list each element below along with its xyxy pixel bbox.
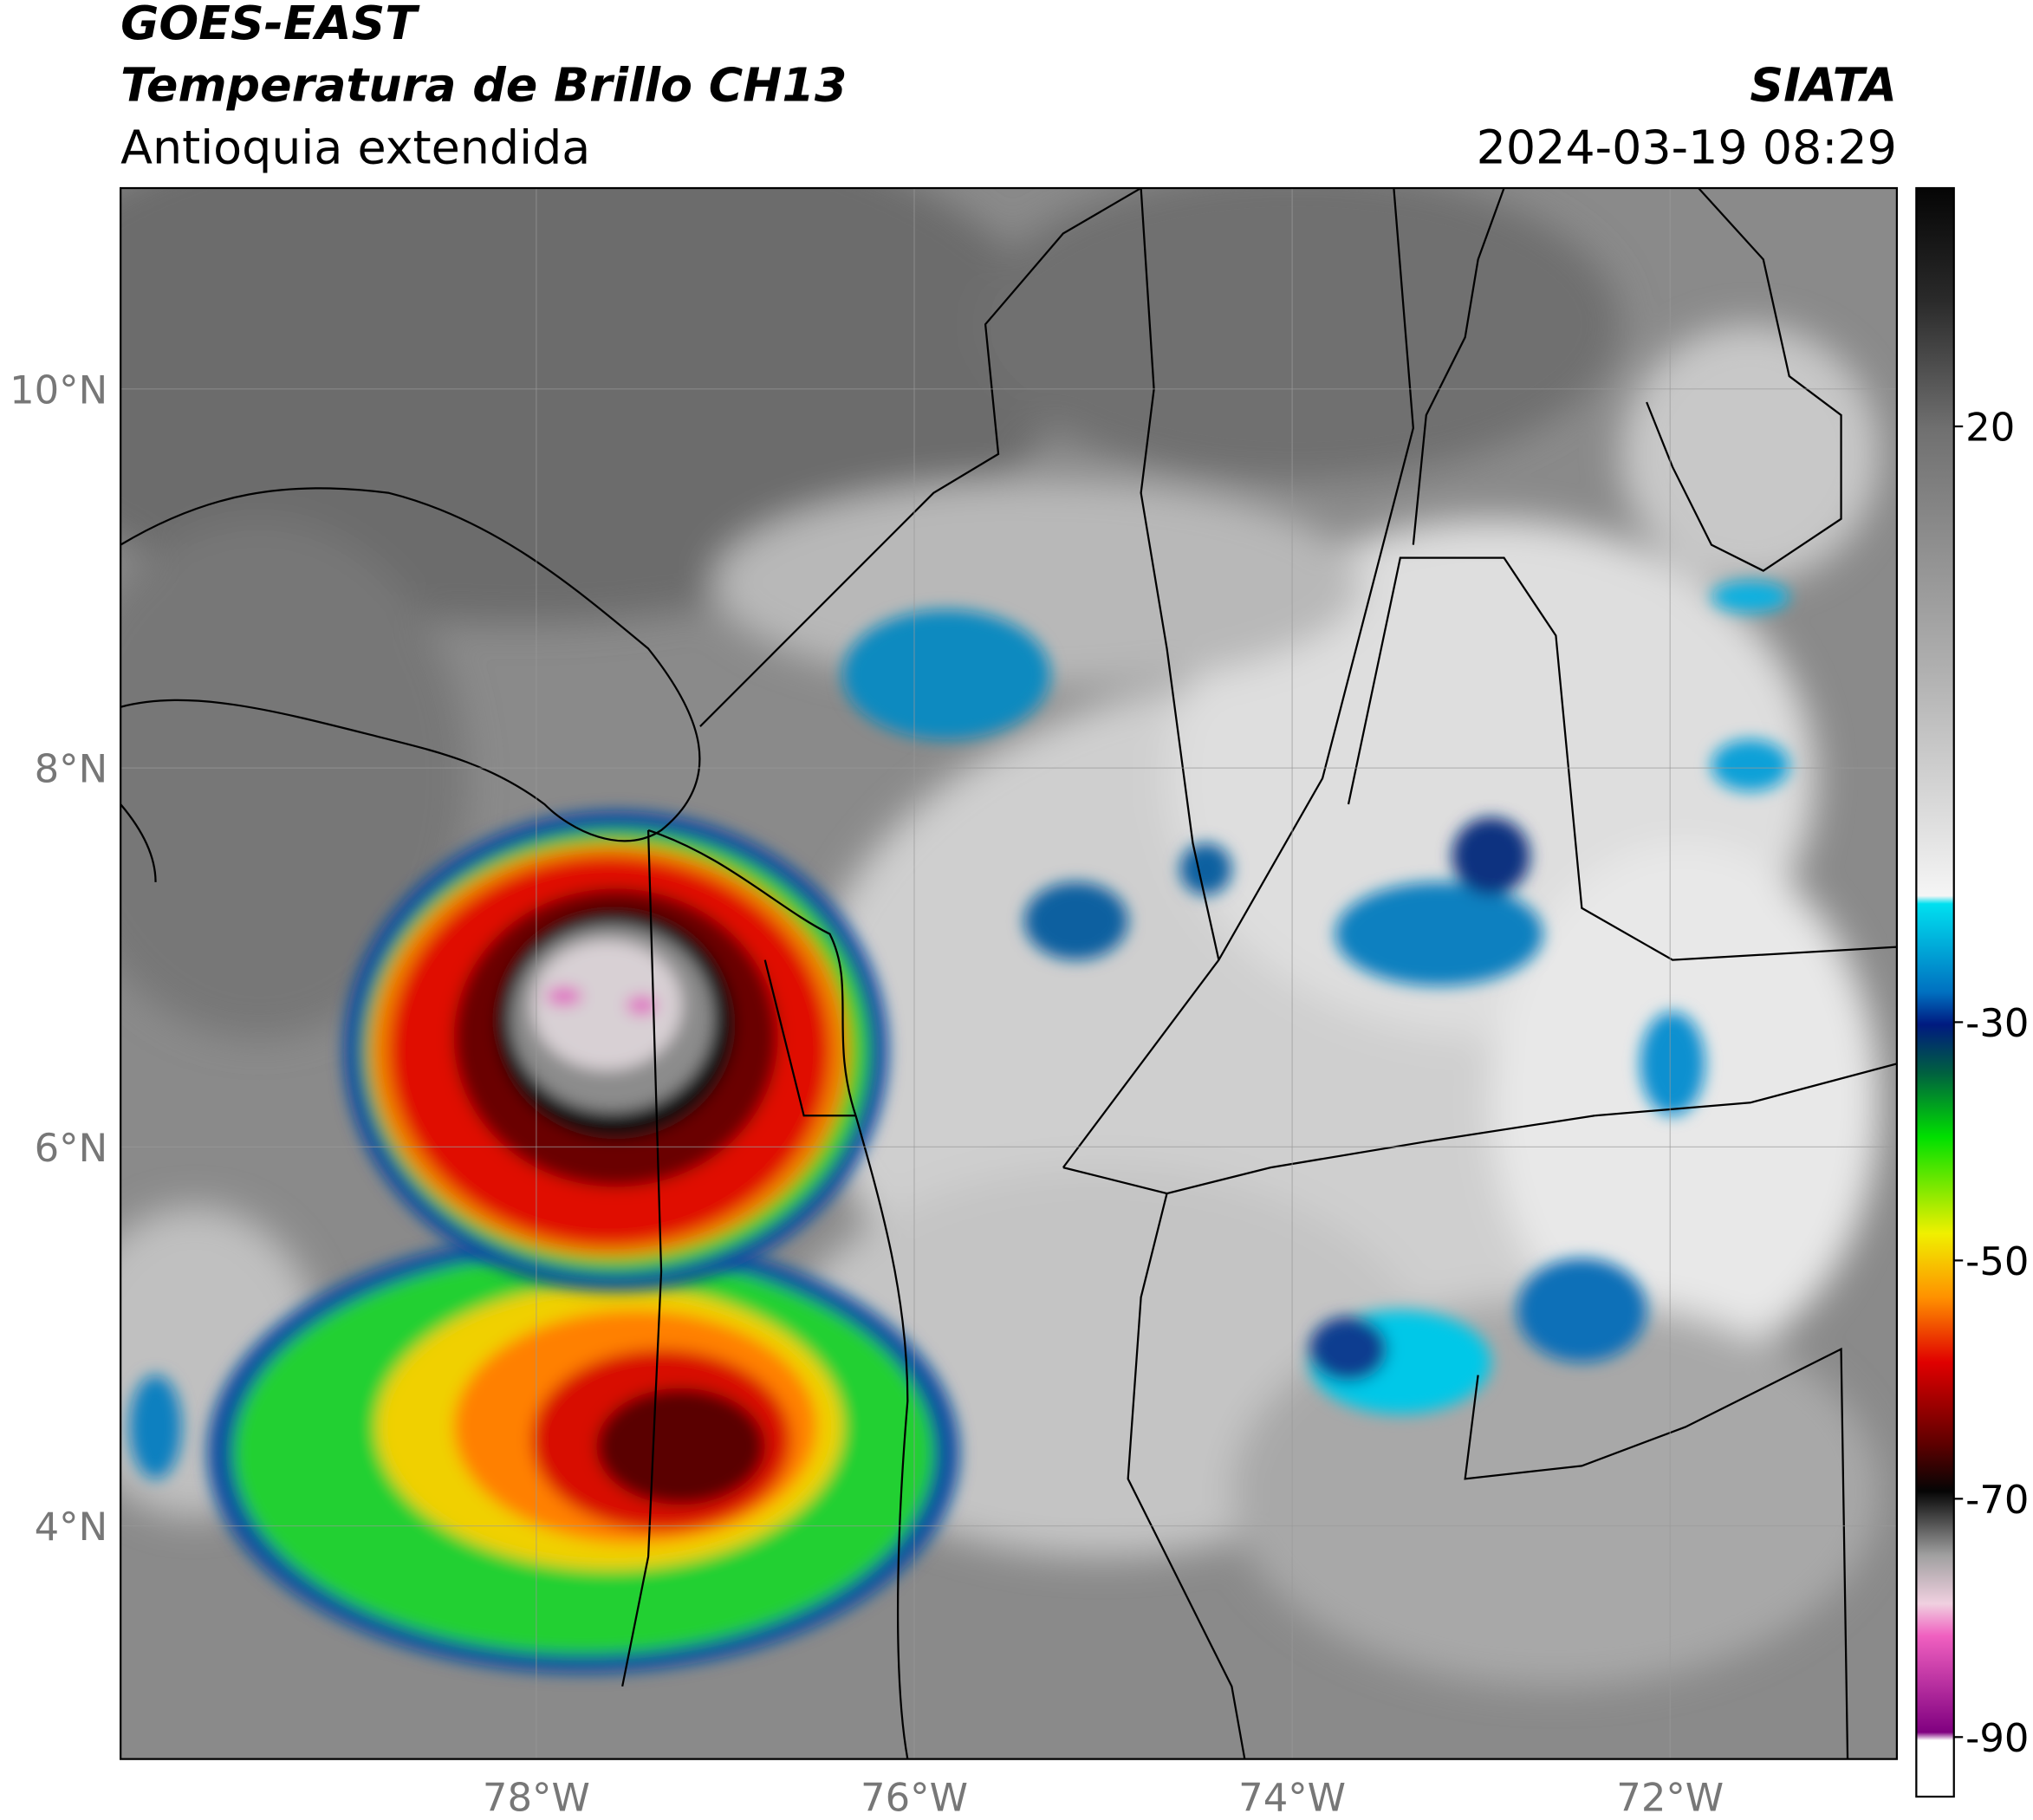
region: Antioquia extendida [120,120,590,175]
lon-tick-label: 74°W [1238,1775,1346,1820]
storm-north [343,810,888,1291]
lon-tick-label: 78°W [483,1775,590,1820]
colorbar [1915,186,1955,1798]
lon-tick-label: 76°W [861,1775,968,1820]
borders [120,188,1897,1759]
title: GOES-EAST [120,0,420,50]
grid [120,188,1897,1759]
datetime: 2024-03-19 08:29 [1477,120,1897,175]
lon-tick-label: 72°W [1616,1775,1724,1820]
lat-tick-label: 10°N [10,367,107,413]
lat-tick-label: 8°N [35,746,108,792]
storm-south [207,1232,960,1674]
colorbar-tick-label: -30 [1965,1000,2029,1046]
colorbar-tick-label: -50 [1965,1238,2029,1284]
map-frame [120,186,1899,1760]
colorbar-tick-label: -90 [1965,1715,2029,1761]
source: SIATA [1750,58,1897,113]
satellite-image [120,188,1897,1759]
colorbar-tick-label: 20 [1965,404,2015,450]
subtitle: Temperatura de Brillo CH13 [120,58,847,113]
convective-cells [129,581,1789,1479]
colorbar-tick-label: -70 [1965,1477,2029,1523]
lat-tick-label: 4°N [35,1504,108,1550]
lat-tick-label: 6°N [35,1125,108,1171]
